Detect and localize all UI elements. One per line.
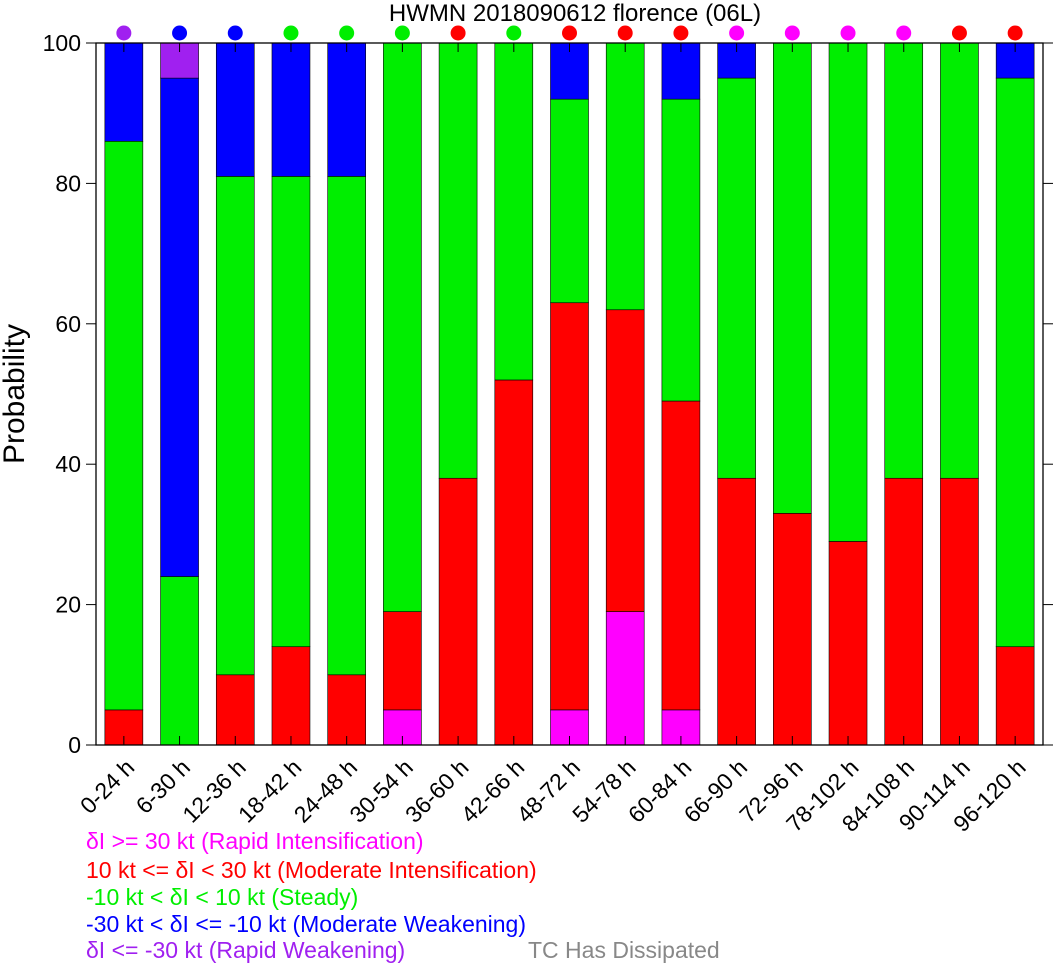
legend-item-steady: -10 kt < δI < 10 kt (Steady) xyxy=(86,884,359,910)
bar-segment-60-84h-s1 xyxy=(661,400,701,711)
bar-segment-18-42h-s3 xyxy=(271,42,311,177)
bar-segment-90-114h-s1 xyxy=(940,477,979,746)
bars-layer xyxy=(104,42,1035,746)
top-dot-48-72h xyxy=(562,25,577,41)
bar-segment-42-66h-s1 xyxy=(494,379,534,746)
top-dot-18-42h xyxy=(283,25,299,41)
top-dots-layer xyxy=(116,25,1023,41)
y-tick-label: 100 xyxy=(43,30,81,56)
bar-segment-60-84h-s3 xyxy=(661,42,701,100)
top-dot-90-114h xyxy=(951,25,967,41)
legend-item-dissipated: TC Has Dissipated xyxy=(528,937,720,963)
bar-segment-96-120h-s2 xyxy=(995,77,1035,648)
y-tick-label: 80 xyxy=(55,170,81,196)
bar-segment-12-36h-s3 xyxy=(215,42,255,177)
chart-title: HWMN 2018090612 florence (06L) xyxy=(389,0,761,27)
top-dot-54-78h xyxy=(617,25,633,41)
bar-segment-96-120h-s1 xyxy=(995,646,1035,746)
top-dot-12-36h xyxy=(227,25,243,41)
top-dot-6-30h xyxy=(172,25,188,41)
bar-segment-54-78h-s0 xyxy=(605,611,645,746)
bar-segment-78-102h-s2 xyxy=(828,42,868,542)
plot-frame xyxy=(95,42,1044,746)
top-dot-36-60h xyxy=(450,25,466,41)
bar-segment-36-60h-s1 xyxy=(438,477,478,746)
bar-segment-24-48h-s3 xyxy=(327,42,366,177)
bar-segment-54-78h-s1 xyxy=(605,309,645,612)
bar-segment-90-114h-s2 xyxy=(940,42,979,479)
legend-item-moderate-intensification: 10 kt <= δI < 30 kt (Moderate Intensific… xyxy=(86,857,537,883)
top-dot-78-102h xyxy=(840,25,856,41)
top-dot-72-96h xyxy=(784,25,800,41)
y-axis-label: Probability xyxy=(0,324,31,464)
y-tick-label: 0 xyxy=(68,732,81,758)
bar-segment-12-36h-s1 xyxy=(215,674,255,746)
bar-segment-30-54h-s1 xyxy=(383,611,422,711)
top-dot-96-120h xyxy=(1007,25,1023,41)
bar-segment-54-78h-s2 xyxy=(605,42,645,311)
bar-segment-18-42h-s2 xyxy=(271,176,311,648)
bar-segment-24-48h-s2 xyxy=(327,176,366,676)
bar-segment-30-54h-s2 xyxy=(383,42,422,612)
bar-segment-66-90h-s2 xyxy=(717,77,756,479)
y-tick-label: 60 xyxy=(55,311,81,337)
top-dot-30-54h xyxy=(394,25,410,41)
bar-segment-66-90h-s1 xyxy=(717,477,756,746)
legend-item-rapid-intensification: δI >= 30 kt (Rapid Intensification) xyxy=(86,828,424,854)
legend-item-moderate-weakening: -30 kt < δI <= -10 kt (Moderate Weakenin… xyxy=(86,911,527,937)
top-dot-42-66h xyxy=(506,25,522,41)
bar-segment-84-108h-s2 xyxy=(884,42,924,479)
bar-segment-6-30h-s2 xyxy=(160,576,199,746)
y-tick-label: 20 xyxy=(55,592,81,618)
bar-segment-36-60h-s2 xyxy=(438,42,478,479)
bar-segment-96-120h-s3 xyxy=(995,42,1035,79)
y-tick-label: 40 xyxy=(55,451,81,477)
bar-segment-48-72h-s2 xyxy=(550,98,589,304)
bar-segment-48-72h-s1 xyxy=(550,302,589,711)
bar-segment-72-96h-s1 xyxy=(773,513,812,746)
top-dot-0-24h xyxy=(116,25,132,41)
bar-segment-72-96h-s2 xyxy=(773,42,812,514)
bar-segment-48-72h-s3 xyxy=(550,42,589,100)
bar-segment-0-24h-s2 xyxy=(104,140,144,711)
bar-segment-60-84h-s2 xyxy=(661,98,701,402)
top-dot-66-90h xyxy=(729,25,745,41)
bar-segment-18-42h-s1 xyxy=(271,646,311,746)
bar-segment-0-24h-s3 xyxy=(104,42,144,142)
top-dot-24-48h xyxy=(339,25,355,41)
x-tick-label: 0-24 h xyxy=(75,754,140,819)
bar-segment-12-36h-s2 xyxy=(215,176,255,676)
top-dot-84-108h xyxy=(896,25,912,41)
bar-segment-6-30h-s3 xyxy=(160,77,199,577)
bar-segment-84-108h-s1 xyxy=(884,477,924,746)
top-dot-60-84h xyxy=(673,25,689,41)
bar-segment-24-48h-s1 xyxy=(327,674,366,746)
bar-segment-78-102h-s1 xyxy=(828,541,868,746)
bar-segment-42-66h-s2 xyxy=(494,42,534,381)
legend-item-rapid-weakening: δI <= -30 kt (Rapid Weakening) xyxy=(86,937,406,963)
